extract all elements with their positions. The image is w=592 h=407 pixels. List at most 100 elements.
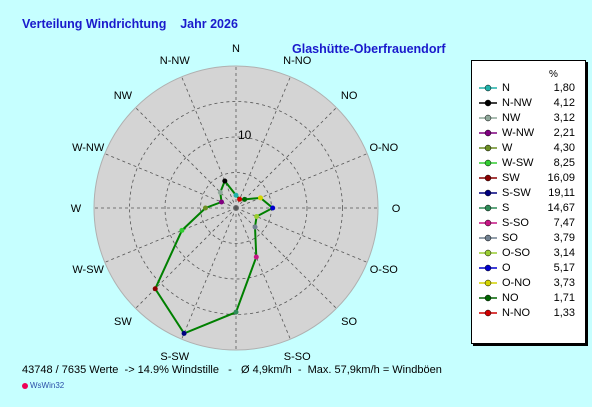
legend-value: 1,71 [553,292,575,304]
direction-label: W-NW [72,142,105,154]
legend-label: NO [502,292,519,304]
legend-item: N-NO 1,33 [472,306,585,321]
direction-label: N-NO [283,55,312,67]
legend-value: 1,80 [553,82,575,94]
ring-label: 10 [238,128,252,142]
data-point [253,254,259,260]
legend-value: 3,79 [553,232,575,244]
legend-value: 3,14 [553,247,575,259]
grid-ring [129,101,343,315]
direction-label: O-SO [370,264,399,276]
legend-marker-icon [479,204,497,212]
data-point [152,286,158,292]
legend-item: W-SW 8,25 [472,156,585,171]
legend-value: 5,17 [553,262,575,274]
data-point [222,178,228,184]
legend-marker-icon [479,159,497,167]
data-point [181,330,187,336]
data-point [237,196,243,202]
legend-value: 7,47 [553,217,575,229]
data-point [233,309,239,315]
brand-logo: WsWin32 [22,381,64,390]
legend-item: O-NO 3,73 [472,276,585,291]
legend-label: N-NO [502,307,531,319]
legend-item: O-SO 3,14 [472,246,585,261]
data-point [179,227,185,233]
legend-item: W-NW 2,21 [472,126,585,141]
legend-marker-icon [479,84,497,92]
legend-marker-icon [479,129,497,137]
direction-label: W-SW [72,264,104,276]
legend-marker-icon [479,234,497,242]
legend-label: S-SO [502,217,529,229]
legend-marker-icon [479,294,497,302]
legend-value: 8,25 [553,157,575,169]
direction-label: N-NW [160,55,191,67]
legend-value: 4,30 [553,142,575,154]
grid-ring [164,136,308,280]
data-point [270,205,276,211]
direction-label: NW [114,90,133,102]
legend-value: 19,11 [548,187,575,199]
wind-rose-chart: 10NN-NONOO-NOOO-SOSOS-SOSS-SWSWW-SWWW-NW… [71,43,401,360]
legend-value: 3,12 [553,112,575,124]
legend-label: O-SO [502,247,531,259]
direction-label: NO [341,90,358,102]
legend-label: NW [502,112,521,124]
legend-marker-icon [479,249,497,257]
legend-item: NW 3,12 [472,111,585,126]
legend-value: 2,21 [553,127,575,139]
legend-value: 14,67 [547,202,575,214]
legend-value: 1,33 [553,307,575,319]
legend-item: W 4,30 [472,141,585,156]
legend-label: O-NO [502,277,531,289]
data-point [233,192,239,198]
direction-label: SO [341,316,357,328]
legend-item: NO 1,71 [472,291,585,306]
legend-label: W [502,142,513,154]
legend-item: SW 16,09 [472,171,585,186]
direction-label: W [71,203,82,215]
legend-label: SW [502,172,520,184]
legend-label: S-SW [502,187,531,199]
direction-label: O-NO [369,142,398,154]
legend-marker-icon [479,189,497,197]
data-point [254,214,260,220]
legend-item: S 14,67 [472,201,585,216]
data-point [202,205,208,211]
legend-marker-icon [479,114,497,122]
legend-label: O [502,262,511,274]
legend-label: N-NW [502,97,532,109]
direction-label: SW [114,316,132,328]
legend: % N 1,80 N-NW 4,12 NW 3,12 W-NW 2,21 W 4,30 W-SW 8,… [471,60,586,344]
station-name: Glashütte-Oberfrauendorf [292,42,446,56]
data-point [257,195,263,201]
legend-unit: % [549,69,558,80]
data-point [219,199,225,205]
legend-value: 4,12 [553,97,575,109]
direction-label: S-SO [284,351,311,360]
legend-label: W-NW [502,127,535,139]
direction-label: S-SW [160,351,189,360]
brand-label: WsWin32 [30,381,65,390]
legend-item: SO 3,79 [472,231,585,246]
legend-item: S-SW 19,11 [472,186,585,201]
legend-marker-icon [479,99,497,107]
legend-value: 16,09 [547,172,575,184]
direction-label: N [232,43,240,55]
data-point [242,196,248,202]
legend-item: N-NW 4,12 [472,96,585,111]
chart-title: Verteilung Windrichtung Jahr 2026 [22,17,238,31]
brand-icon [22,382,28,389]
legend-marker-icon [479,279,497,287]
legend-label: S [502,202,510,214]
legend-item: N 1,80 [472,81,585,96]
legend-marker-icon [479,174,497,182]
legend-marker-icon [479,309,497,317]
statistics-footer: 43748 / 7635 Werte -> 14.9% Windstille -… [22,364,442,376]
direction-label: O [392,203,401,215]
data-point [217,189,223,195]
legend-value: 3,73 [553,277,575,289]
legend-marker-icon [479,264,497,272]
legend-item: S-SO 7,47 [472,216,585,231]
